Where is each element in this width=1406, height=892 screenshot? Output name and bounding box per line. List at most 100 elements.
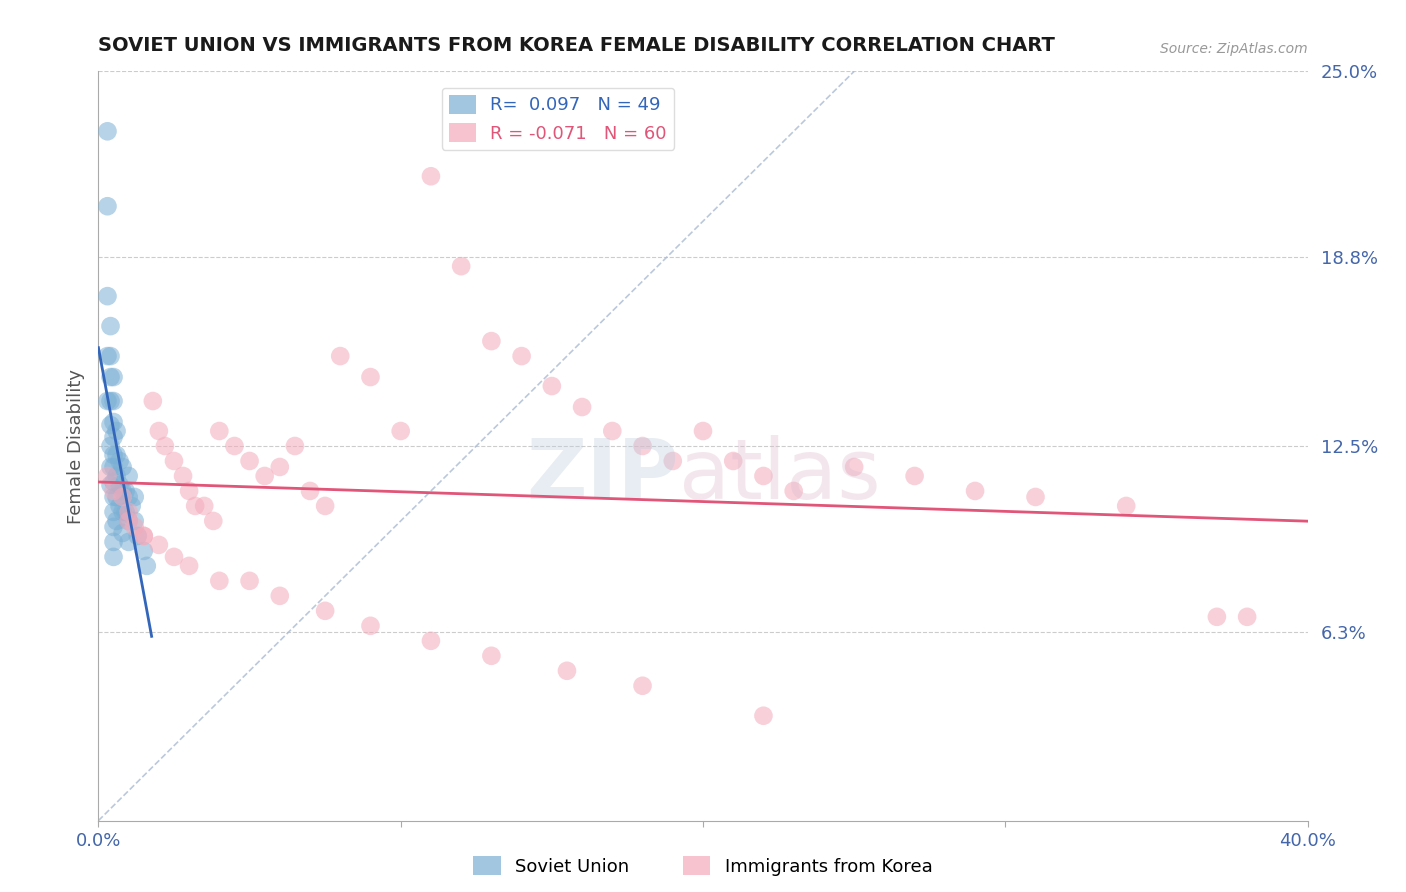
Point	[100, 319, 122, 334]
Point	[571, 400, 593, 414]
Point	[103, 490, 125, 504]
Point	[844, 460, 866, 475]
Point	[904, 469, 927, 483]
Point	[105, 424, 128, 438]
Point	[100, 417, 122, 432]
Point	[103, 475, 125, 489]
Point	[103, 483, 125, 498]
Point	[105, 469, 128, 483]
Point	[105, 448, 128, 462]
Point	[269, 589, 291, 603]
Point	[103, 415, 125, 429]
Point	[103, 448, 125, 462]
Point	[631, 439, 654, 453]
Point	[555, 664, 578, 678]
Point	[420, 169, 443, 184]
Point	[284, 439, 307, 453]
Point	[118, 514, 141, 528]
Point	[100, 394, 122, 409]
Point	[132, 529, 155, 543]
Point	[1024, 490, 1046, 504]
Point	[1115, 499, 1137, 513]
Point	[202, 514, 225, 528]
Point	[184, 499, 207, 513]
Point	[208, 574, 231, 588]
Point	[179, 483, 201, 498]
Point	[118, 490, 141, 504]
Point	[114, 483, 136, 498]
Text: SOVIET UNION VS IMMIGRANTS FROM KOREA FEMALE DISABILITY CORRELATION CHART: SOVIET UNION VS IMMIGRANTS FROM KOREA FE…	[98, 36, 1056, 54]
Point	[269, 460, 291, 475]
Point	[314, 499, 336, 513]
Point	[172, 469, 194, 483]
Point	[103, 370, 125, 384]
Point	[148, 538, 170, 552]
Point	[239, 574, 262, 588]
Point	[631, 679, 654, 693]
Point	[103, 394, 125, 409]
Point	[360, 619, 382, 633]
Point	[103, 549, 125, 564]
Point	[153, 439, 176, 453]
Point	[783, 483, 806, 498]
Point	[1236, 610, 1258, 624]
Point	[100, 439, 122, 453]
Point	[118, 535, 141, 549]
Point	[103, 520, 125, 534]
Point	[100, 460, 122, 475]
Text: Source: ZipAtlas.com: Source: ZipAtlas.com	[1160, 43, 1308, 56]
Point	[661, 454, 683, 468]
Point	[108, 478, 131, 492]
Point	[121, 499, 143, 513]
Point	[135, 558, 157, 573]
Point	[127, 529, 149, 543]
Point	[103, 460, 125, 475]
Point	[299, 483, 322, 498]
Point	[179, 558, 201, 573]
Point	[108, 499, 131, 513]
Point	[360, 370, 382, 384]
Point	[103, 430, 125, 444]
Point	[111, 525, 134, 540]
Point	[132, 529, 155, 543]
Point	[111, 483, 134, 498]
Point	[100, 349, 122, 363]
Point	[114, 505, 136, 519]
Point	[96, 124, 118, 138]
Point	[124, 490, 146, 504]
Point	[389, 424, 412, 438]
Point	[96, 289, 118, 303]
Point	[100, 370, 122, 384]
Point	[118, 514, 141, 528]
Y-axis label: Female Disability: Female Disability	[66, 368, 84, 524]
Point	[692, 424, 714, 438]
Point	[111, 490, 134, 504]
Point	[148, 424, 170, 438]
Text: ZIP: ZIP	[526, 435, 679, 516]
Point	[96, 394, 118, 409]
Point	[450, 259, 472, 273]
Point	[111, 505, 134, 519]
Point	[540, 379, 562, 393]
Point	[105, 490, 128, 504]
Point	[208, 424, 231, 438]
Point	[965, 483, 987, 498]
Point	[163, 454, 186, 468]
Point	[723, 454, 745, 468]
Legend: R=  0.097   N = 49, R = -0.071   N = 60: R= 0.097 N = 49, R = -0.071 N = 60	[441, 88, 673, 150]
Point	[118, 505, 141, 519]
Point	[602, 424, 624, 438]
Text: atlas: atlas	[679, 435, 880, 516]
Point	[124, 520, 146, 534]
Point	[142, 394, 165, 409]
Point	[253, 469, 276, 483]
Point	[481, 648, 503, 663]
Point	[111, 460, 134, 475]
Point	[193, 499, 215, 513]
Point	[124, 514, 146, 528]
Point	[108, 454, 131, 468]
Point	[510, 349, 533, 363]
Point	[96, 199, 118, 213]
Point	[100, 478, 122, 492]
Point	[118, 469, 141, 483]
